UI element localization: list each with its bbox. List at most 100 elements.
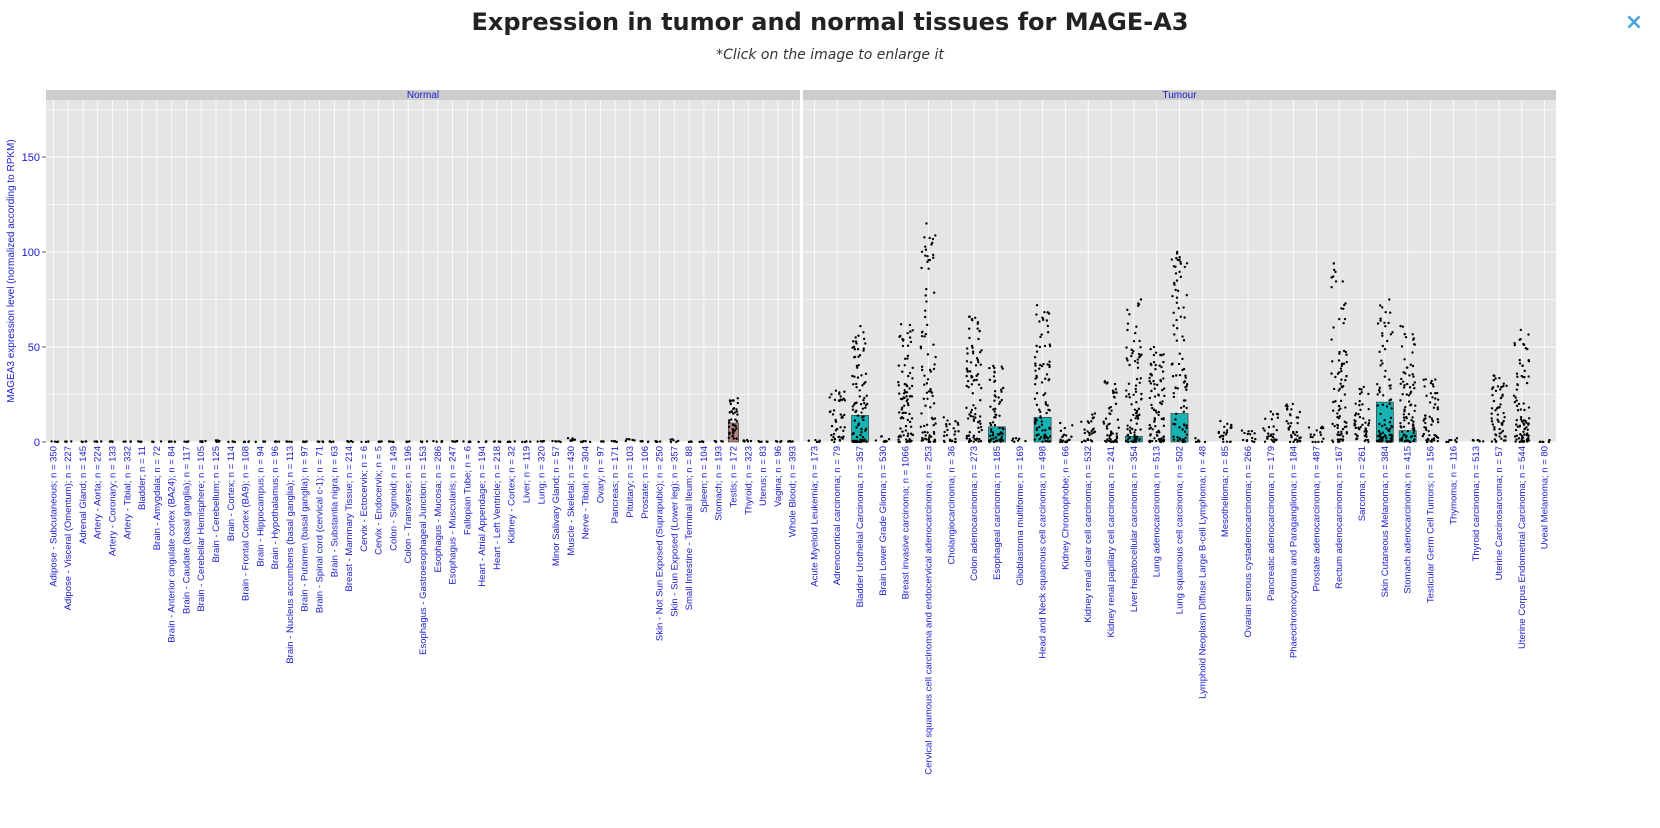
data-point [1413,343,1417,346]
data-point [610,439,613,443]
data-point [902,411,905,414]
data-point [1065,440,1068,444]
data-point [1133,408,1137,411]
data-point [1343,420,1346,423]
data-point [1090,440,1094,443]
data-point [1409,390,1413,394]
data-point [906,331,909,335]
data-point [1083,431,1086,435]
data-point [1159,353,1162,357]
data-point [1339,399,1343,403]
data-point [980,428,983,432]
close-icon[interactable]: × [1624,10,1644,35]
data-point [1108,412,1111,415]
data-point [979,425,983,429]
data-point [1390,425,1393,429]
data-point [1173,283,1176,286]
data-point [727,425,731,429]
data-point [1263,429,1266,432]
data-point [1177,362,1181,366]
data-point [1407,400,1411,403]
data-point [1140,398,1143,401]
data-point [1058,440,1062,444]
data-point [1135,325,1138,328]
data-point [1194,437,1197,440]
data-point [1151,428,1154,431]
data-point [1106,438,1109,441]
y-tick-label: 150 [22,152,40,164]
data-point [1152,353,1156,357]
data-point [904,438,908,441]
data-point [1399,382,1402,385]
data-point [998,402,1001,405]
data-point [1353,422,1356,425]
data-point [672,439,675,442]
data-point [920,334,924,338]
data-point [1388,378,1391,381]
data-point [1410,434,1414,438]
data-point [1390,437,1393,440]
data-point [834,389,838,392]
data-point [1413,409,1416,413]
data-point [1408,374,1411,377]
data-point [973,316,977,319]
data-point [838,439,842,442]
x-tick-label: Pancreatic adenocarcinoma; n = 179 [1266,446,1277,601]
data-point [1320,440,1324,443]
data-point [351,440,354,444]
data-point [1493,426,1496,429]
x-tick-label: Breast invasive carcinoma; n = 1066 [901,446,912,599]
expression-chart[interactable]: MAGEA3 expression level (normalized acco… [0,90,1660,780]
data-point [1044,429,1047,432]
data-point [1426,440,1429,444]
data-point [728,411,731,414]
data-point [1514,428,1518,432]
data-point [843,426,846,429]
x-tick-label: Esophageal carcinoma; n = 185 [992,446,1003,580]
data-point [840,416,843,419]
data-point [942,416,945,419]
data-point [1376,404,1380,407]
data-point [690,440,693,444]
data-point [1033,397,1037,400]
data-point [1175,256,1178,260]
data-point [994,407,997,411]
data-point [1038,438,1041,441]
data-point [1513,343,1516,347]
data-point [1431,383,1435,386]
data-point [1455,440,1458,444]
data-point [1039,410,1042,414]
data-point [1001,367,1004,370]
data-point [746,440,750,443]
data-point [1134,387,1137,391]
data-point [1501,421,1504,425]
data-point [926,260,929,264]
x-tick-label: Liver hepatocellular carcinoma; n = 354 [1129,446,1140,612]
data-point [1253,440,1256,444]
data-point [760,440,763,443]
data-point [1221,437,1225,441]
data-point [735,410,739,413]
data-point [1337,430,1340,434]
data-point [1378,422,1381,426]
data-point [735,420,739,423]
data-point [925,222,928,225]
data-point [173,440,177,443]
data-point [1496,418,1499,421]
data-point [1527,422,1530,425]
data-point [903,404,906,407]
data-point [1356,434,1359,438]
data-point [364,440,368,444]
data-point [1033,438,1037,441]
data-point [902,396,905,399]
data-point [1340,430,1343,433]
data-point [1087,431,1091,435]
data-point [925,323,929,327]
data-point [933,438,937,442]
data-point [854,382,858,386]
data-point [857,334,860,337]
data-point [1172,311,1175,315]
data-point [1363,434,1366,438]
data-point [732,406,736,410]
data-point [730,418,733,421]
